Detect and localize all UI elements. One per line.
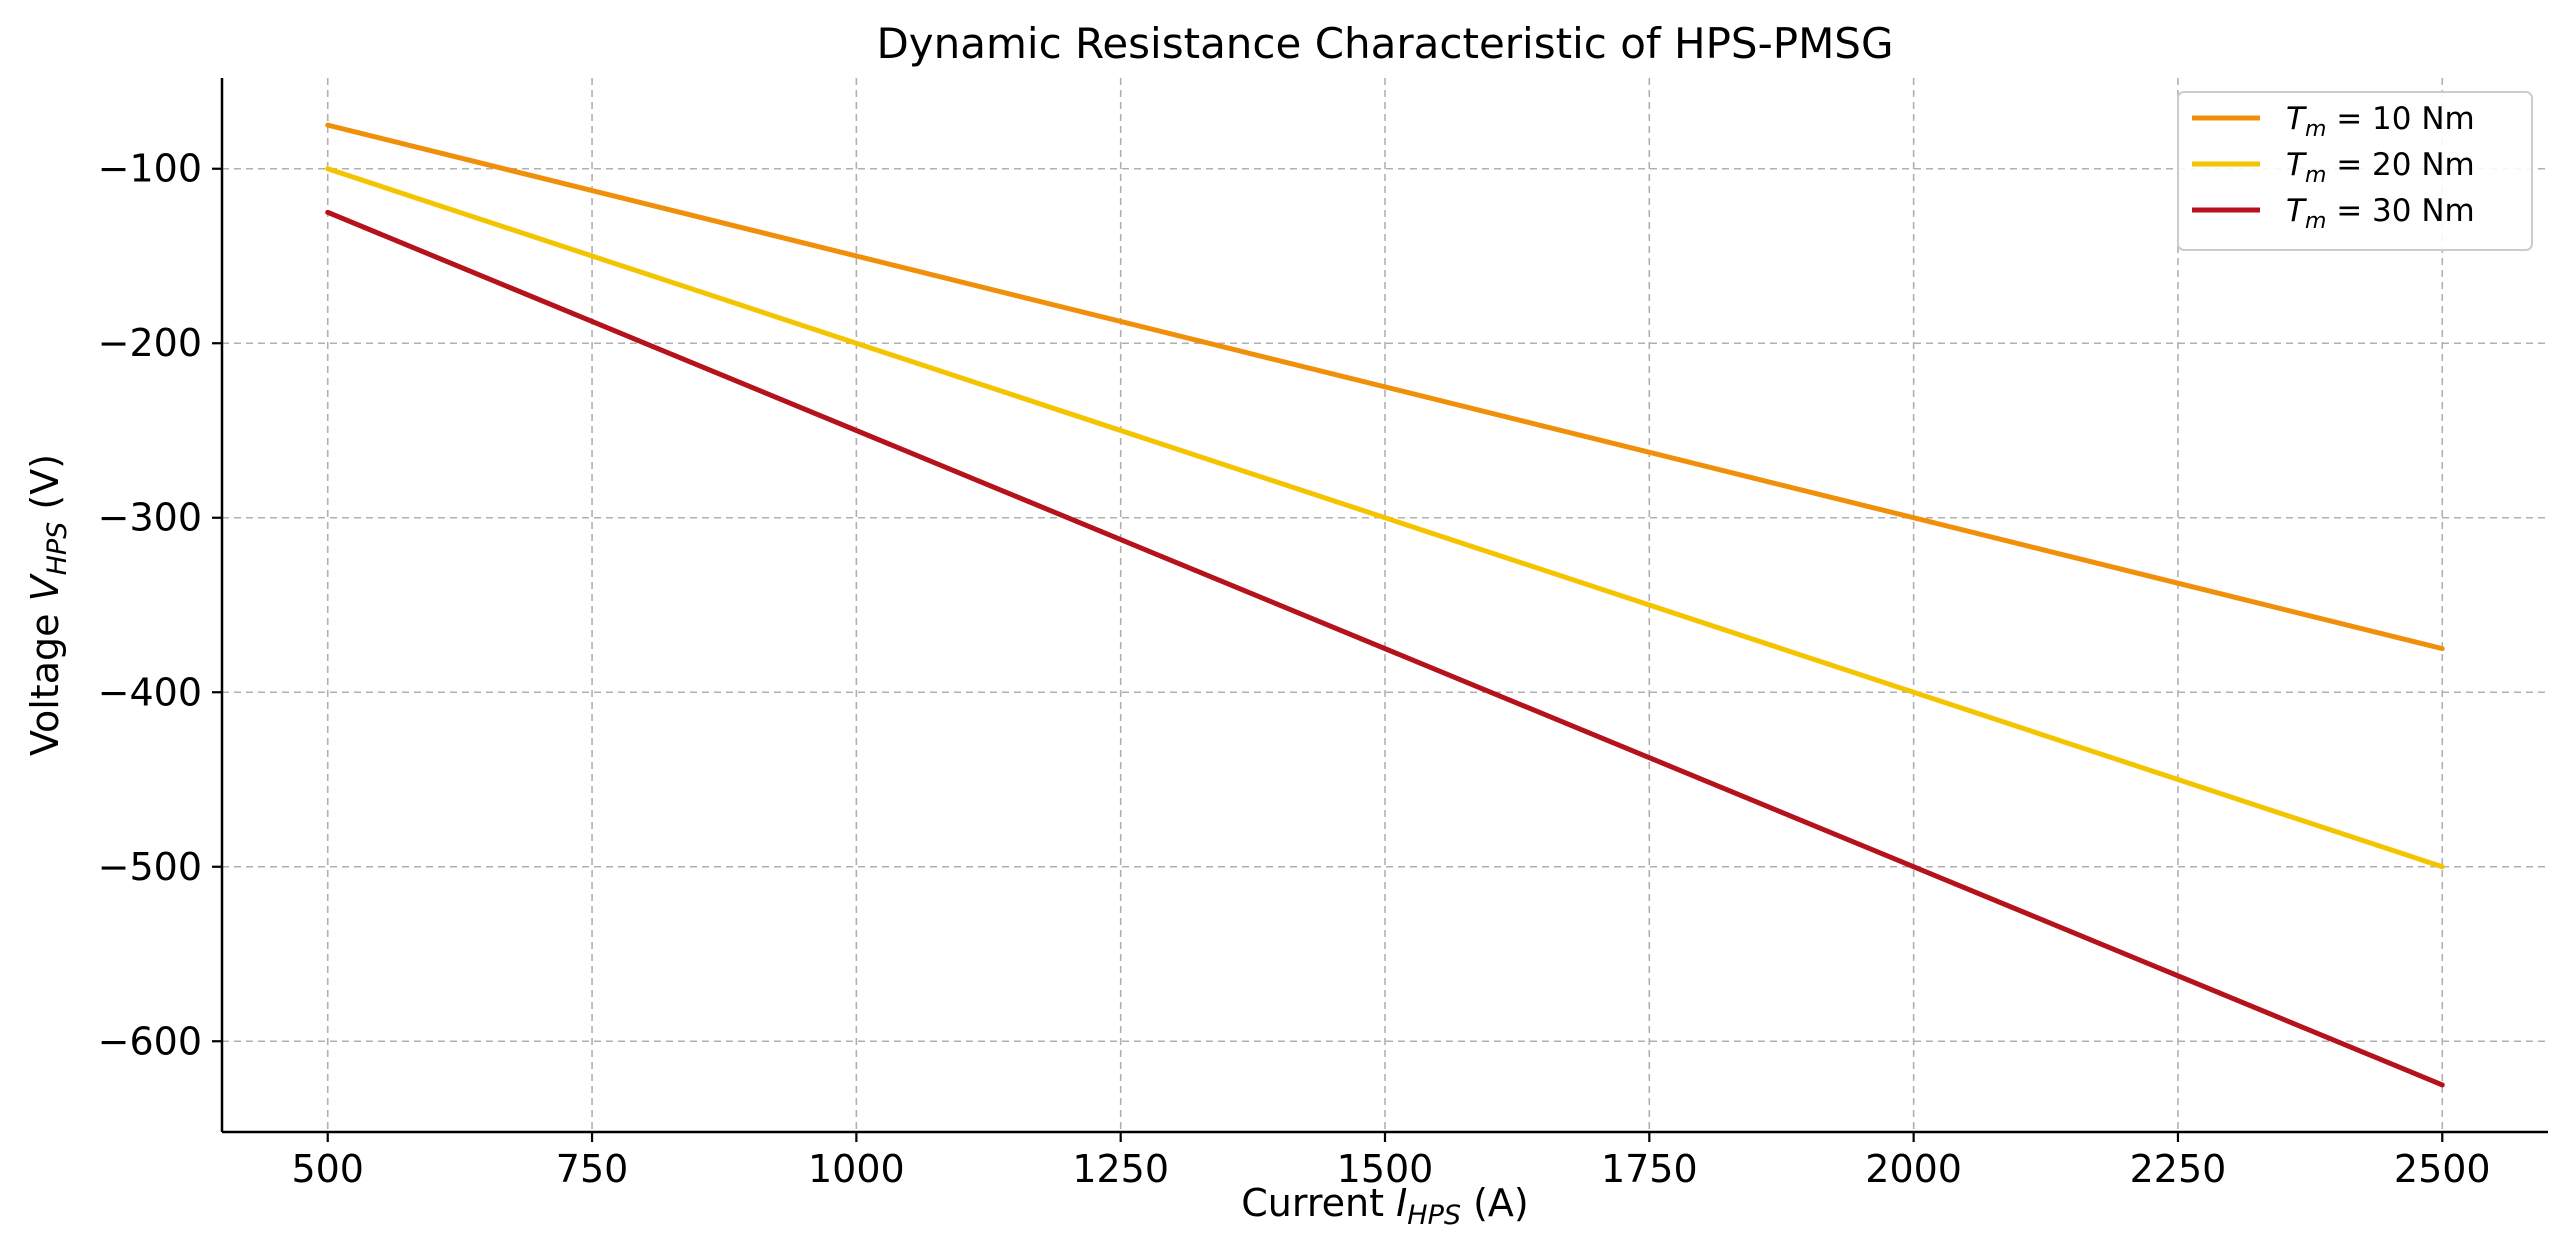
x-tick-label: 500 [291,1147,364,1191]
y-axis-label: Voltage VHPS (V) [23,454,73,756]
series-line-1 [325,122,2445,652]
y-tick-label: −200 [98,321,202,365]
series-lines [325,122,2445,1088]
chart-title: Dynamic Resistance Characteristic of HPS… [876,19,1893,68]
x-tick-label: 2500 [2394,1147,2491,1191]
x-tick-label: 1750 [1601,1147,1698,1191]
x-tick-label: 1250 [1072,1147,1169,1191]
x-axis-label-var: I [1396,1181,1407,1225]
y-tick-label: −400 [98,670,202,714]
x-tick-label: 1500 [1337,1147,1434,1191]
y-tick-label: −600 [98,1019,202,1063]
legend: Tm = 10 Nm Tm = 20 Nm Tm = 30 Nm [2177,91,2533,251]
x-tick-label: 2000 [1865,1147,1962,1191]
x-tick-label: 2250 [2130,1147,2227,1191]
x-axis-label: Current IHPS (A) [1241,1181,1529,1231]
x-axis-label-main: Current [1241,1181,1396,1225]
y-axis-label-main: Voltage [23,601,67,756]
y-tick-label: −300 [98,496,202,540]
x-tick-label: 750 [556,1147,629,1191]
series-line-2 [325,166,2445,870]
legend-box [2177,91,2533,251]
y-tick-label: −500 [98,845,202,889]
axes [212,78,2548,1142]
y-axis-label-var: V [23,572,67,601]
legend-label-2: Tm = 20 Nm [2286,147,2475,188]
series-line-3 [325,209,2445,1088]
y-axis-label-unit: (V) [23,454,67,522]
x-axis-label-sub: HPS [1407,1200,1461,1231]
y-tick-label: −100 [98,147,202,191]
x-axis-label-unit: (A) [1461,1181,1529,1225]
legend-label-1: Tm = 10 Nm [2286,101,2475,142]
x-tick-label: 1000 [808,1147,905,1191]
tick-labels: 500 750 1000 1250 1500 1750 2000 2250 2500 −100 −2… [98,147,2491,1191]
grid [222,78,2548,1132]
y-axis-label-sub: HPS [42,522,73,576]
legend-label-3: Tm = 30 Nm [2286,193,2475,234]
